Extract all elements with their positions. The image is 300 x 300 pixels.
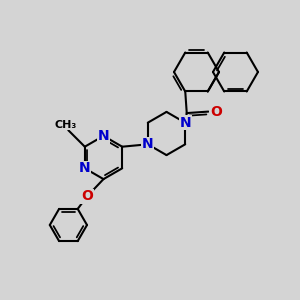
Text: N: N: [142, 137, 154, 151]
Text: O: O: [81, 190, 93, 203]
Text: O: O: [210, 105, 222, 118]
Text: N: N: [79, 161, 91, 175]
Text: N: N: [98, 129, 109, 143]
Text: N: N: [179, 116, 191, 130]
Text: CH₃: CH₃: [55, 120, 77, 130]
